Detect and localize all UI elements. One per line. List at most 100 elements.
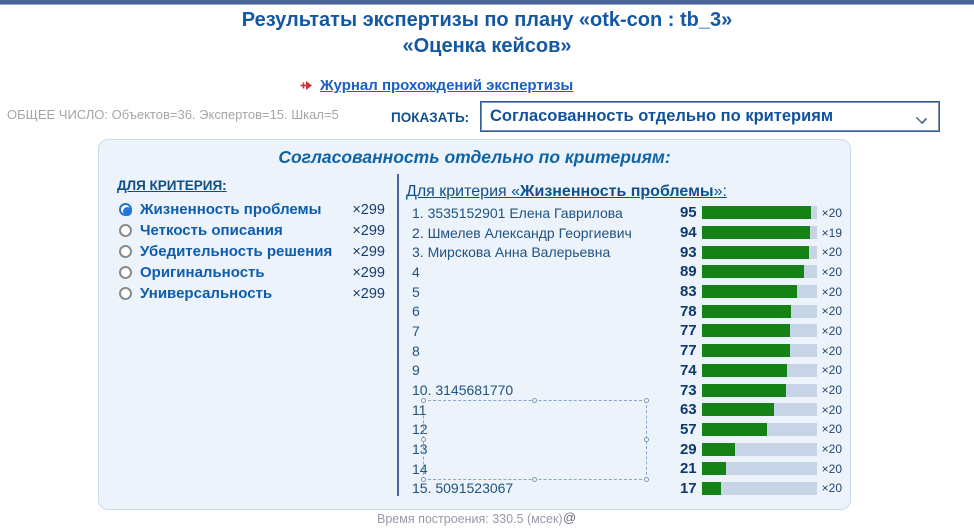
result-bar xyxy=(701,422,817,436)
result-bar xyxy=(701,344,817,358)
journal-link[interactable]: Журнал прохождений экспертизы xyxy=(320,77,574,94)
detail-heading: Для критерия «Жизненность проблемы»: xyxy=(406,183,842,201)
selection-handle-mid-left[interactable] xyxy=(421,437,426,442)
result-bar xyxy=(701,403,817,417)
result-row-label: 11 xyxy=(412,401,427,418)
result-row-label: 2. Шмелев Александр Георгиевич xyxy=(412,224,632,241)
result-row: 7 77 ×20 xyxy=(406,321,842,341)
criterion-count: ×299 xyxy=(352,222,385,239)
result-count: ×20 xyxy=(821,481,842,496)
result-value: 29 xyxy=(679,440,697,458)
result-row: 4 89 ×20 xyxy=(406,262,842,282)
result-row: 5 83 ×20 xyxy=(406,282,842,302)
criteria-heading: ДЛЯ КРИТЕРИЯ: xyxy=(117,178,227,193)
vertical-divider xyxy=(397,174,399,496)
selection-handle-bottom-left[interactable] xyxy=(421,477,426,482)
build-time-text: Время построения: 330.5 (мсек) xyxy=(377,512,563,526)
page-title-line2: «Оценка кейсов» xyxy=(402,35,572,57)
result-count: ×20 xyxy=(821,205,842,220)
result-row-label: 15. 5091523067 xyxy=(412,480,514,497)
result-count: ×20 xyxy=(821,422,842,437)
criterion-row[interactable]: Универсальность ×299 xyxy=(117,283,385,304)
detail-heading-criterion: Жизненность проблемы xyxy=(520,183,714,200)
result-row: 9 74 ×20 xyxy=(406,361,842,381)
result-bar-fill xyxy=(701,403,775,417)
journal-row: Журнал прохождений экспертизы xyxy=(300,77,573,94)
result-bar xyxy=(701,442,817,456)
criterion-row[interactable]: Убедительность решения ×299 xyxy=(117,241,385,262)
result-bar-fill xyxy=(701,285,798,299)
criterion-row[interactable]: Оригинальность ×299 xyxy=(117,262,385,283)
result-count: ×20 xyxy=(821,383,842,398)
criterion-label: Жизненность проблемы xyxy=(140,201,322,218)
result-row-label: 8 xyxy=(412,342,420,359)
selection-handle-bottom-right[interactable] xyxy=(644,477,649,482)
criterion-radio[interactable] xyxy=(119,245,132,258)
result-bar-fill xyxy=(701,324,791,338)
detail-heading-prefix: Для критерия « xyxy=(406,183,521,200)
result-value: 89 xyxy=(679,263,697,281)
selection-rectangle[interactable] xyxy=(421,398,649,482)
result-bar-fill xyxy=(701,442,735,456)
result-bar-fill xyxy=(701,383,786,397)
criteria-list: Жизненность проблемы ×299 Четкость описа… xyxy=(117,199,385,304)
top-border-bar xyxy=(0,0,974,5)
result-value: 94 xyxy=(679,224,697,242)
red-arrow-icon xyxy=(300,80,313,91)
criterion-label: Универсальность xyxy=(140,285,273,302)
result-count: ×20 xyxy=(821,402,842,417)
result-row-label: 9 xyxy=(412,362,420,379)
result-row-label: 4 xyxy=(412,263,420,280)
criterion-label: Оригинальность xyxy=(140,264,265,281)
totals-text: ОБЩЕЕ ЧИСЛО: Объектов=36. Экспертов=15. … xyxy=(7,107,339,122)
result-value: 57 xyxy=(679,420,697,438)
detail-heading-suffix: »: xyxy=(713,183,727,200)
criterion-count: ×299 xyxy=(352,264,385,281)
result-count: ×20 xyxy=(821,323,842,338)
show-select[interactable]: Согласованность отдельно по критериям xyxy=(480,101,940,132)
result-value: 74 xyxy=(679,361,697,379)
result-bar xyxy=(701,265,817,279)
selection-handle-top-left[interactable] xyxy=(421,398,426,403)
criterion-row[interactable]: Четкость описания ×299 xyxy=(117,220,385,241)
result-row: 2. Шмелев Александр Георгиевич 94 ×19 xyxy=(406,223,842,243)
selection-handle-mid-right[interactable] xyxy=(644,437,649,442)
result-bar xyxy=(701,226,817,240)
at-symbol-link[interactable]: @ xyxy=(563,510,577,525)
result-value: 77 xyxy=(679,322,697,340)
criterion-radio[interactable] xyxy=(119,224,132,237)
result-value: 77 xyxy=(679,342,697,360)
result-bar-fill xyxy=(701,226,810,240)
result-value: 93 xyxy=(679,243,697,261)
selection-handle-top-right[interactable] xyxy=(644,398,649,403)
result-count: ×20 xyxy=(821,264,842,279)
selection-handle-bottom-mid[interactable] xyxy=(532,477,537,482)
result-bar-fill xyxy=(701,206,811,220)
result-row: 14 21 ×20 xyxy=(406,459,842,479)
result-row-label: 3. Мирскова Анна Валерьевна xyxy=(412,244,611,261)
result-bar-fill xyxy=(701,245,809,259)
result-value: 21 xyxy=(679,460,697,478)
result-count: ×20 xyxy=(821,442,842,457)
chevron-down-icon xyxy=(917,114,926,123)
criterion-radio[interactable] xyxy=(119,266,132,279)
page-title-line1: Результаты экспертизы по плану «otk-con … xyxy=(241,9,733,31)
criterion-row[interactable]: Жизненность проблемы ×299 xyxy=(117,199,385,220)
criterion-radio[interactable] xyxy=(119,287,132,300)
result-value: 78 xyxy=(679,302,697,320)
result-value: 17 xyxy=(679,479,697,497)
result-count: ×20 xyxy=(821,245,842,260)
result-row-label: 7 xyxy=(412,322,420,339)
criterion-count: ×299 xyxy=(352,201,385,218)
result-bar xyxy=(701,462,817,476)
result-bar xyxy=(701,206,817,220)
show-select-value: Согласованность отдельно по критериям xyxy=(490,107,834,125)
result-row: 1. 3535152901 Елена Гаврилова 95 ×20 xyxy=(406,203,842,223)
criterion-radio[interactable] xyxy=(119,203,132,216)
selection-handle-top-mid[interactable] xyxy=(532,398,537,403)
result-bar-fill xyxy=(701,363,787,377)
result-bar xyxy=(701,481,817,495)
result-bar xyxy=(701,245,817,259)
result-row-label: 5 xyxy=(412,283,420,300)
result-bar-fill xyxy=(701,462,726,476)
